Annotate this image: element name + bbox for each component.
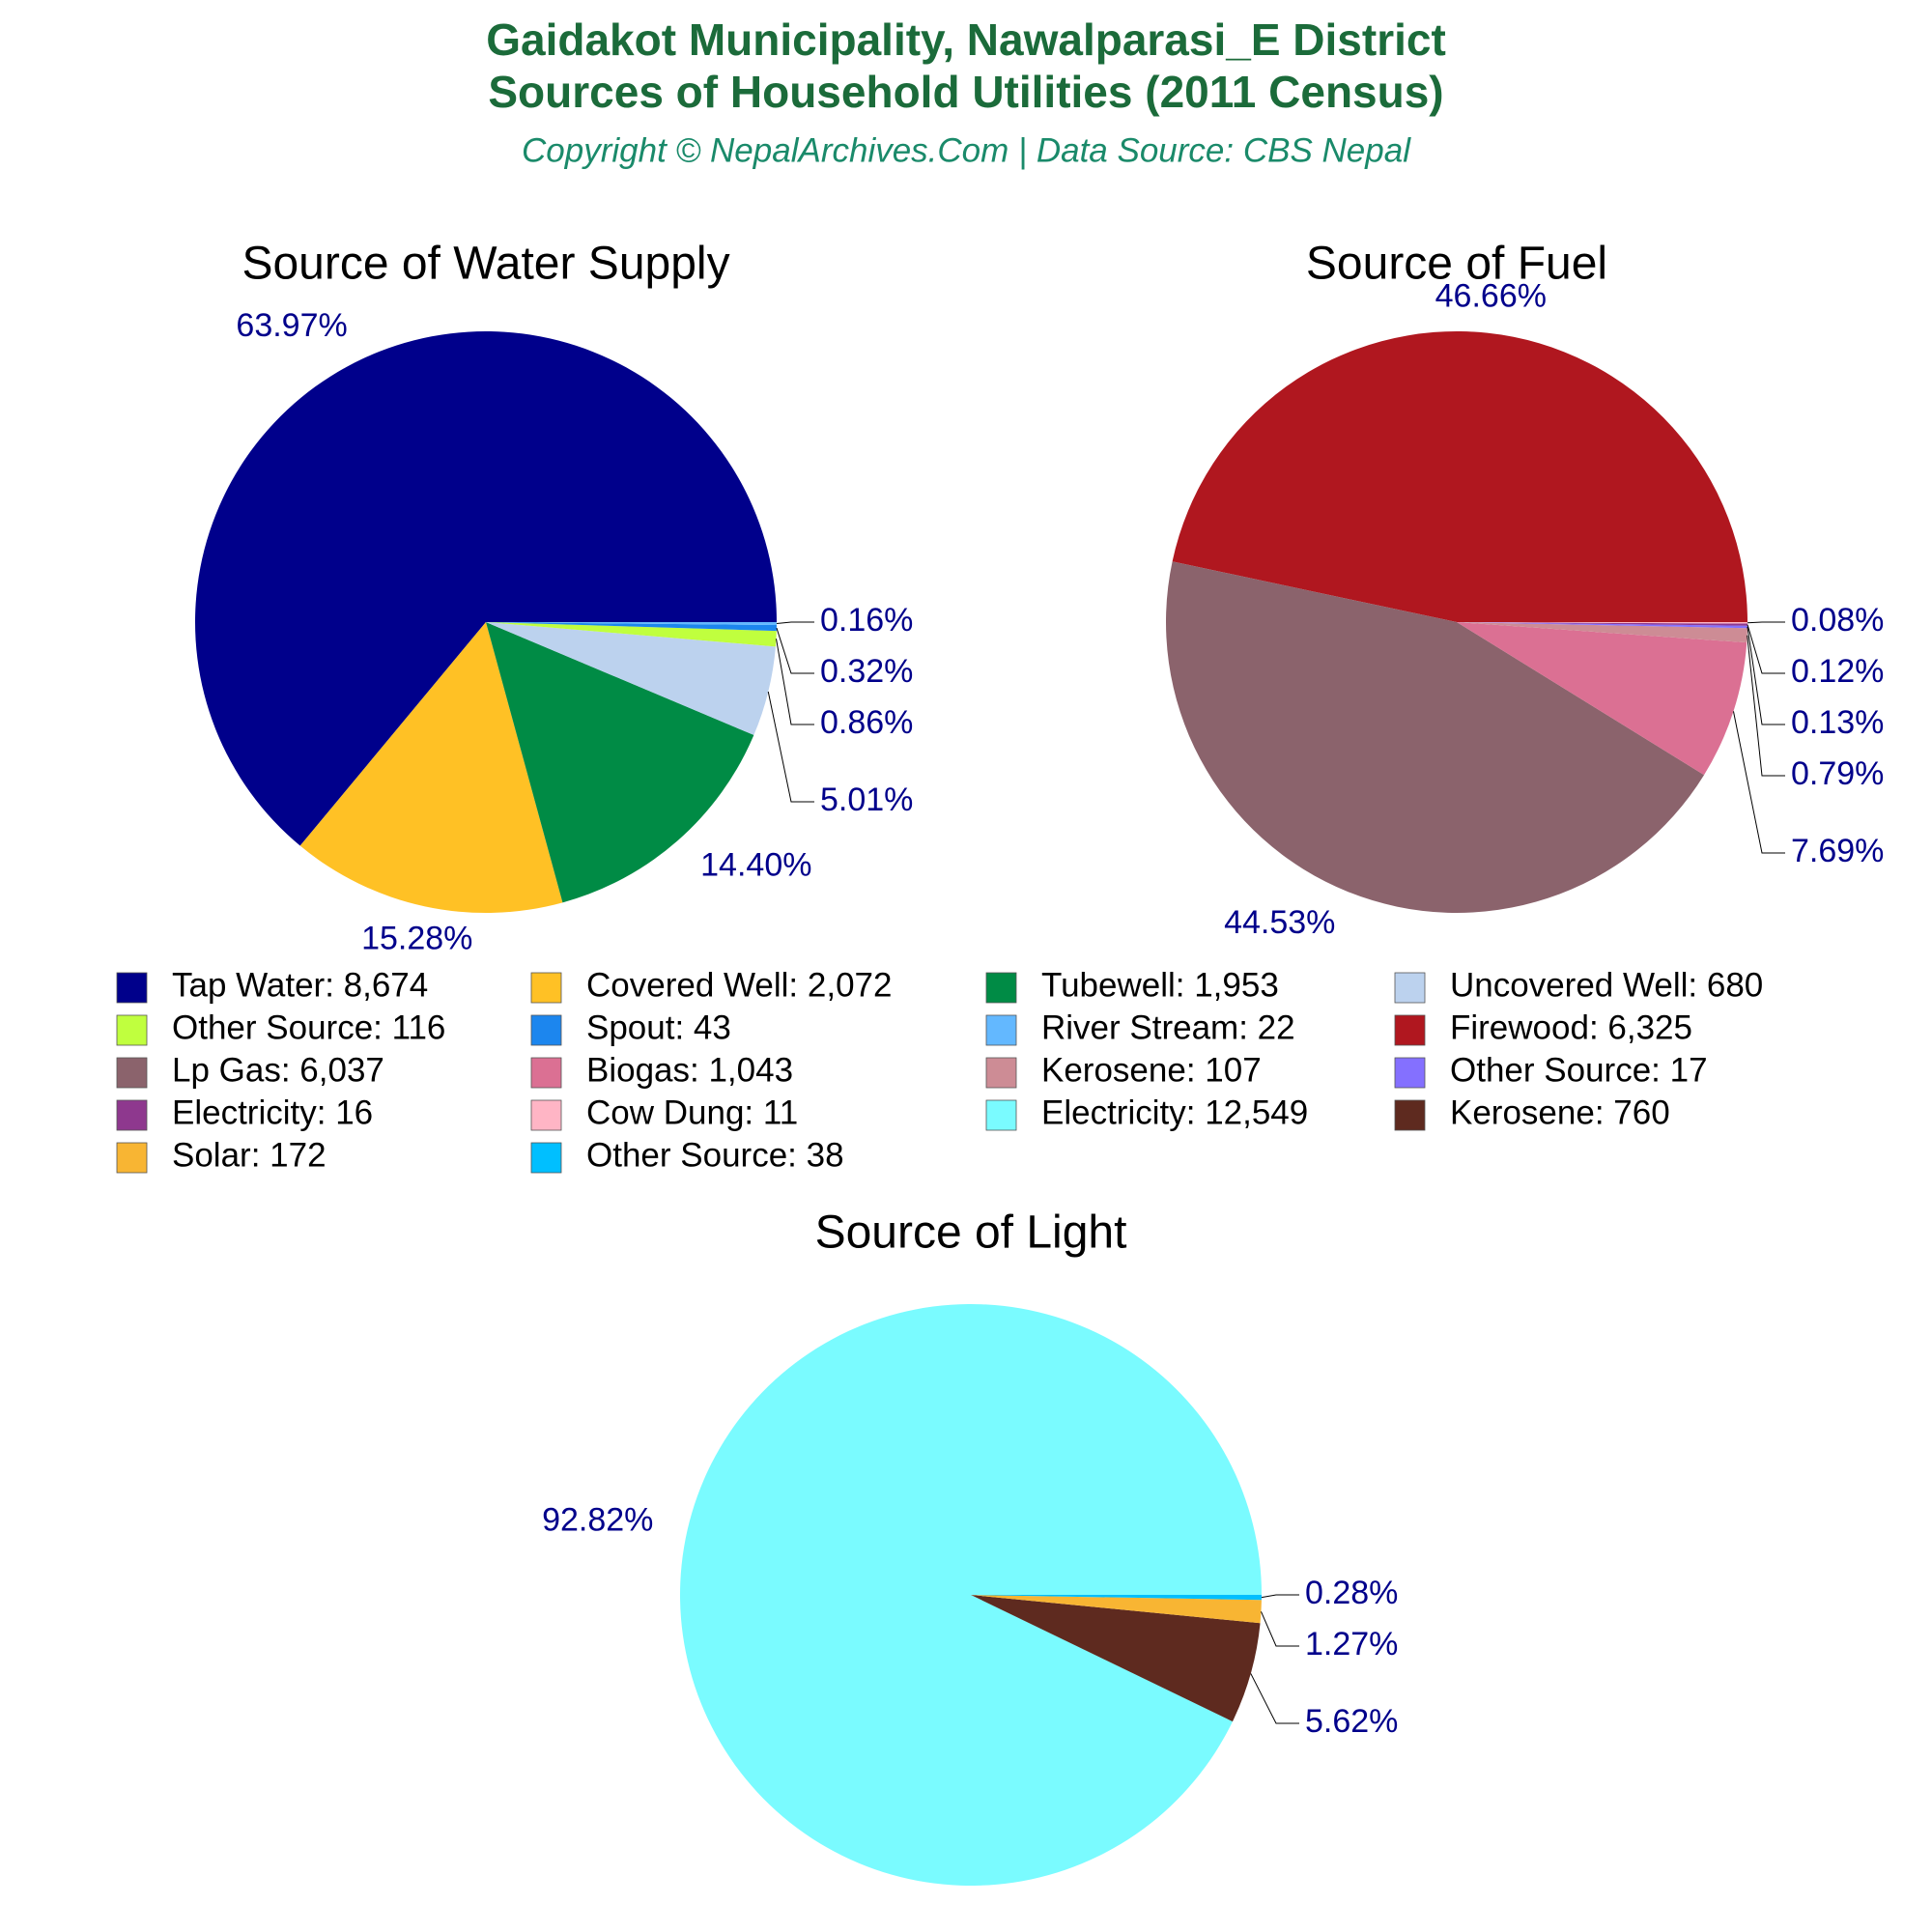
legend-swatch	[116, 1057, 148, 1089]
value-label: 0.16%	[820, 602, 913, 639]
leader-line	[1747, 626, 1785, 725]
value-label: 0.32%	[820, 653, 913, 690]
pie-slice	[971, 1595, 1262, 1624]
legend-swatch	[530, 1142, 562, 1174]
value-label: 44.53%	[1224, 904, 1335, 941]
pie-slice	[1457, 622, 1747, 776]
leader-line	[776, 627, 814, 674]
leader-line	[1747, 635, 1785, 777]
value-label: 14.40%	[700, 847, 811, 884]
value-label: 92.82%	[542, 1502, 653, 1539]
pie-slice	[971, 1595, 1261, 1722]
leader-line	[1747, 621, 1785, 624]
value-label: 1.27%	[1305, 1626, 1398, 1662]
legend-label: Tubewell: 1,953	[1041, 966, 1279, 1004]
legend-label: Biogas: 1,043	[586, 1051, 793, 1089]
legend-swatch	[116, 1142, 148, 1174]
legend-swatch	[116, 972, 148, 1004]
legend-swatch	[530, 972, 562, 1004]
leader-line	[767, 691, 814, 803]
pie-slice	[486, 622, 777, 626]
value-label: 0.86%	[820, 704, 913, 741]
leader-line	[776, 621, 814, 625]
legend-swatch	[985, 972, 1017, 1004]
leader-line	[1250, 1673, 1299, 1724]
leader-line	[1261, 1594, 1299, 1599]
legend-label: Covered Well: 2,072	[586, 966, 892, 1004]
legend-swatch	[530, 1099, 562, 1131]
legend-swatch	[1394, 972, 1426, 1004]
pie-slice	[486, 622, 754, 903]
leader-line	[776, 639, 814, 725]
legend-label: Cow Dung: 11	[586, 1094, 798, 1131]
leader-line	[1261, 1611, 1299, 1647]
value-label: 5.62%	[1305, 1703, 1398, 1740]
pie-slice	[195, 330, 778, 846]
value-label: 7.69%	[1791, 833, 1884, 869]
legend-swatch	[985, 1057, 1017, 1089]
legend-swatch	[1394, 1057, 1426, 1089]
pie-slice	[486, 622, 777, 647]
title-line: Sources of Household Utilities (2011 Cen…	[488, 67, 1443, 117]
chart-title: Source of Fuel	[1306, 239, 1607, 290]
legend-label: Electricity: 12,549	[1041, 1094, 1308, 1131]
value-label: 0.79%	[1791, 755, 1884, 792]
chart-title: Source of Light	[815, 1208, 1127, 1259]
legend-label: Spout: 43	[586, 1009, 731, 1046]
pie-slice	[486, 622, 776, 735]
title-line: Gaidakot Municipality, Nawalparasi_E Dis…	[486, 14, 1446, 65]
legend-label: Solar: 172	[172, 1136, 327, 1174]
legend-swatch	[1394, 1014, 1426, 1046]
legend-label: Electricity: 16	[172, 1094, 373, 1131]
value-label: 0.12%	[1791, 653, 1884, 690]
subtitle: Copyright © NepalArchives.Com | Data Sou…	[522, 131, 1411, 169]
value-label: 15.28%	[361, 920, 472, 956]
legend-label: Tap Water: 8,674	[172, 966, 428, 1004]
legend-label: Firewood: 6,325	[1450, 1009, 1692, 1046]
leader-line	[1732, 711, 1785, 854]
leader-line	[1747, 624, 1785, 674]
value-label: 0.08%	[1791, 602, 1884, 639]
pie-slice	[1457, 622, 1747, 629]
legend-label: Lp Gas: 6,037	[172, 1051, 384, 1089]
legend-label: Other Source: 116	[172, 1009, 445, 1046]
legend-swatch	[116, 1099, 148, 1131]
legend-label: Other Source: 17	[1450, 1051, 1708, 1089]
legend-swatch	[530, 1057, 562, 1089]
legend-label: River Stream: 22	[1041, 1009, 1295, 1046]
legend-label: Kerosene: 760	[1450, 1094, 1670, 1131]
legend-swatch	[116, 1014, 148, 1046]
legend-swatch	[530, 1014, 562, 1046]
pie-slice	[1165, 561, 1705, 913]
legend-label: Kerosene: 107	[1041, 1051, 1262, 1089]
value-label: 5.01%	[820, 781, 913, 818]
legend-label: Other Source: 38	[586, 1136, 844, 1174]
pie-slice	[299, 622, 563, 913]
legend-swatch	[985, 1014, 1017, 1046]
pie-slice	[486, 622, 777, 632]
value-label: 0.28%	[1305, 1575, 1398, 1611]
legend-swatch	[985, 1099, 1017, 1131]
pie-slice	[1457, 622, 1747, 624]
legend-label: Uncovered Well: 680	[1450, 966, 1763, 1004]
pie-slice	[1172, 330, 1748, 622]
chart-title: Source of Water Supply	[242, 239, 729, 290]
pie-slice	[1457, 622, 1747, 626]
pie-slice	[971, 1595, 1262, 1601]
value-label: 46.66%	[1435, 278, 1547, 315]
value-label: 63.97%	[236, 307, 347, 344]
pie-slice	[1457, 622, 1747, 643]
legend-swatch	[1394, 1099, 1426, 1131]
value-label: 0.13%	[1791, 704, 1884, 741]
